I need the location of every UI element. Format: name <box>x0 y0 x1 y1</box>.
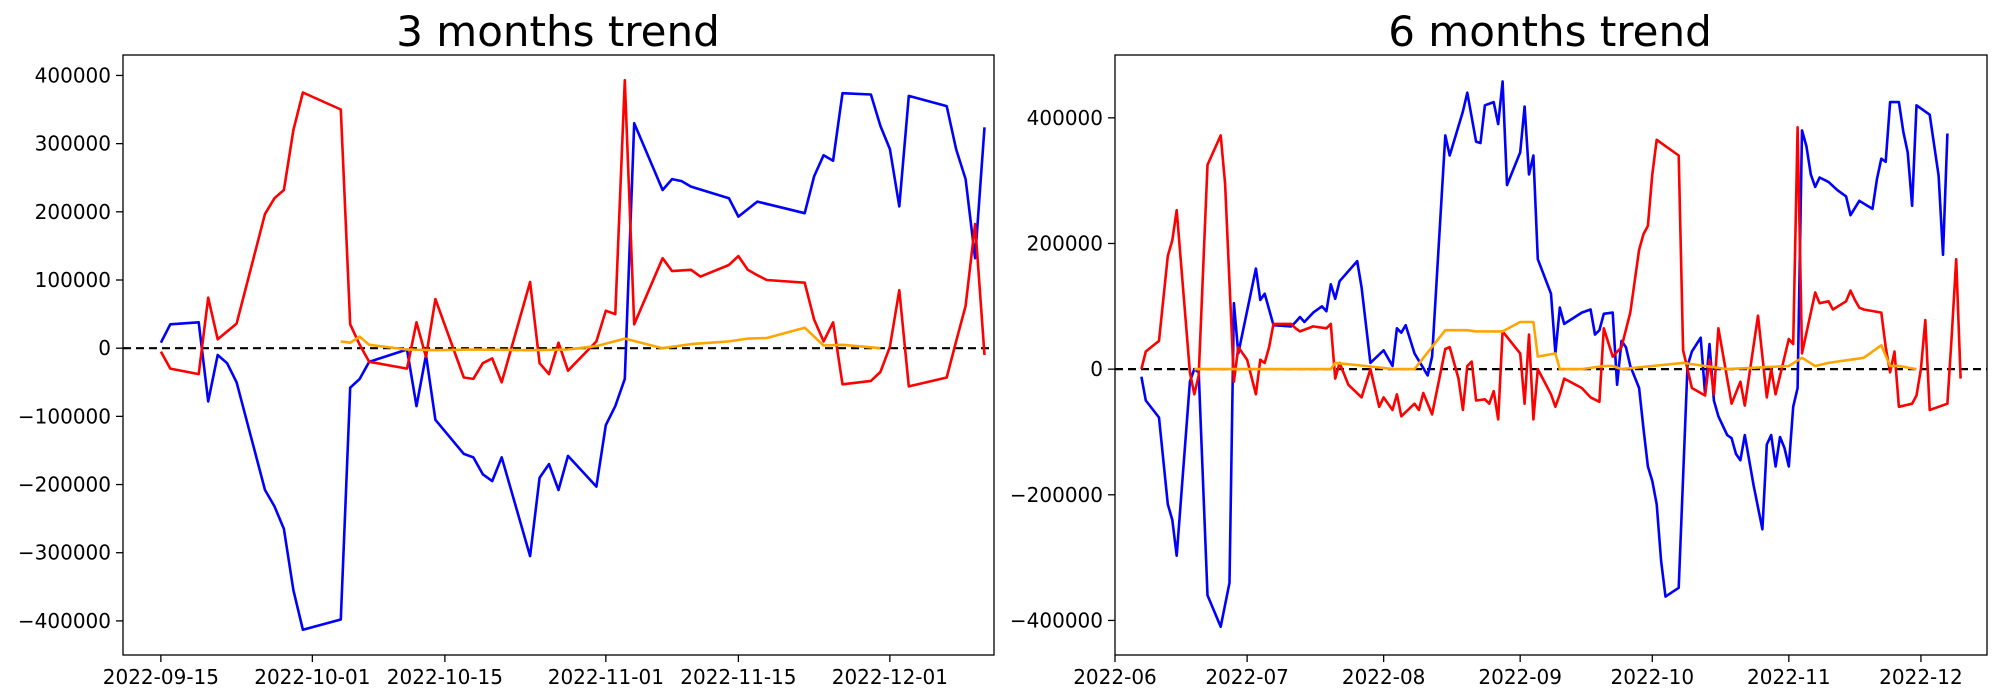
series-line-3 <box>1194 320 1917 371</box>
y-tick-label: 200000 <box>1027 231 1103 255</box>
y-axis: 400000 200000 0 −200000 −400000 <box>1010 106 1115 632</box>
y-tick-label: −400000 <box>18 609 111 633</box>
y-tick-label: 300000 <box>35 132 111 156</box>
x-tick-label: 2022-12-01 <box>832 665 948 689</box>
x-tick-label: 2022-12 <box>1879 665 1963 689</box>
series-line-2 <box>1140 126 1962 421</box>
y-tick-label: 100000 <box>35 268 111 292</box>
y-tick-label: −400000 <box>1010 608 1103 632</box>
y-tick-label: 0 <box>1090 357 1103 381</box>
y-tick-label: −200000 <box>1010 483 1103 507</box>
x-tick-label: 2022-09 <box>1478 665 1562 689</box>
x-tick-label: 2022-10-01 <box>254 665 370 689</box>
y-tick-label: 400000 <box>35 63 111 87</box>
y-tick-label: −100000 <box>18 404 111 428</box>
plot-area-6-months <box>1115 80 1987 629</box>
x-axis: 2022-06 2022-07 2022-08 2022-09 2022-10 2022-… <box>1073 655 1963 689</box>
series-line-1 <box>1140 80 1949 629</box>
y-tick-label: −200000 <box>18 473 111 497</box>
chart-title: 3 months trend <box>396 7 720 56</box>
series-line-1 <box>159 91 986 632</box>
x-tick-label: 2022-10 <box>1611 665 1695 689</box>
y-tick-label: 0 <box>98 336 111 360</box>
series-line-3 <box>340 326 881 352</box>
x-tick-label: 2022-11-01 <box>548 665 664 689</box>
x-axis: 2022-09-15 2022-10-01 2022-10-15 2022-11-01… <box>103 655 948 689</box>
chart-title: 6 months trend <box>1388 7 1712 56</box>
chart-panel-6-months: 6 months trend 2022-06 2022-07 2022-08 2022… <box>1010 7 1988 689</box>
plot-area-3-months <box>123 78 994 632</box>
x-tick-label: 2022-11-15 <box>680 665 796 689</box>
y-tick-label: 400000 <box>1027 106 1103 130</box>
plot-frame <box>1114 54 1988 656</box>
x-tick-label: 2022-11 <box>1747 665 1831 689</box>
x-tick-label: 2022-06 <box>1073 665 1157 689</box>
chart-panel-3-months: 3 months trend 2022-09-15 2022-10-01 2022-… <box>18 7 995 689</box>
series-line-2 <box>159 78 986 388</box>
y-axis: 400000 300000 200000 100000 0 −100000 −200000 −… <box>18 63 123 633</box>
x-tick-label: 2022-09-15 <box>103 665 219 689</box>
x-tick-label: 2022-08 <box>1342 665 1426 689</box>
plot-frame <box>122 54 995 656</box>
y-tick-label: −300000 <box>18 541 111 565</box>
x-tick-label: 2022-10-15 <box>387 665 503 689</box>
y-tick-label: 200000 <box>35 200 111 224</box>
x-tick-label: 2022-07 <box>1205 665 1289 689</box>
